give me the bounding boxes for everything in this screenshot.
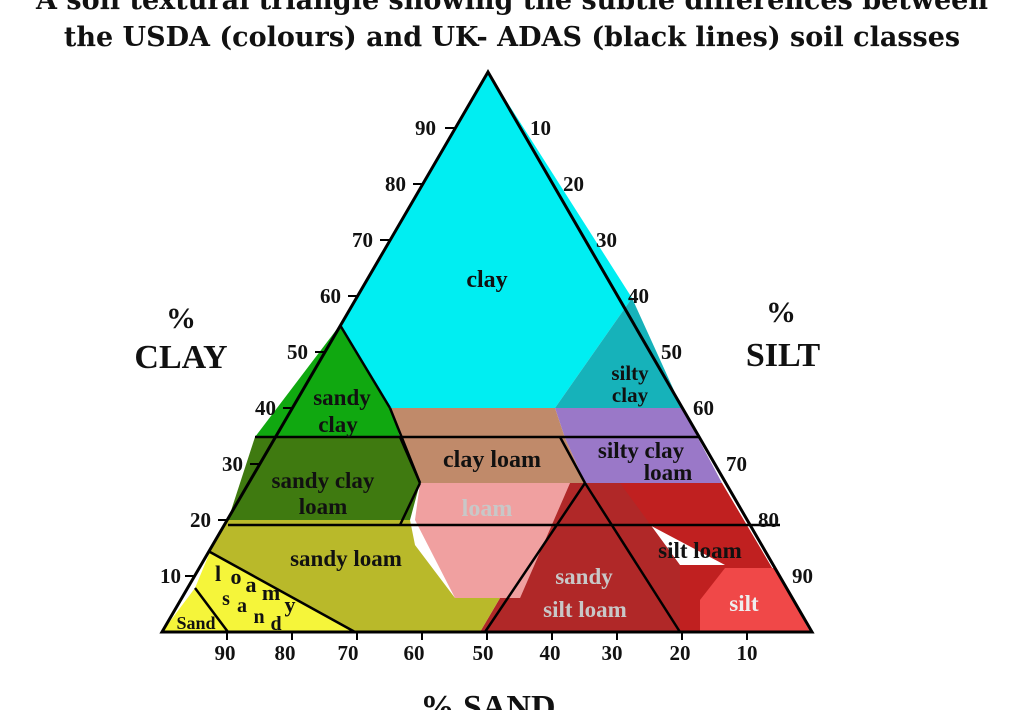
- label-loamy-sand-s: s: [222, 588, 230, 610]
- sand-tick-60: 60: [404, 641, 425, 665]
- sand-tick-20: 20: [670, 641, 691, 665]
- silt-tick-10: 10: [530, 116, 551, 140]
- region-loam: [415, 483, 570, 598]
- label-loamy-sand-m: m: [262, 580, 280, 605]
- label-sandy-clay-2: clay: [318, 412, 358, 437]
- title-line-1: A soil textural triangle showing the sub…: [36, 0, 988, 16]
- region-sandy-loam: [210, 520, 500, 632]
- sand-tick-50: 50: [473, 641, 494, 665]
- label-loamy-sand-n: n: [253, 606, 264, 628]
- clay-tick-50: 50: [287, 340, 308, 364]
- region-clay-loam: [390, 408, 585, 483]
- clay-tick-30: 30: [222, 452, 243, 476]
- clay-tick-80: 80: [385, 172, 406, 196]
- sand-tick-30: 30: [602, 641, 623, 665]
- region-sand: [162, 588, 228, 632]
- label-silty-clay-loam-1: silty clay: [598, 438, 685, 463]
- sand-tick-40: 40: [540, 641, 561, 665]
- label-clay: clay: [466, 267, 507, 293]
- clay-tick-40: 40: [255, 396, 276, 420]
- silt-tick-20: 20: [563, 172, 584, 196]
- adas-boundaries: [194, 324, 780, 634]
- label-clay-loam: clay loam: [443, 447, 541, 473]
- label-loamy-sand-d: d: [270, 613, 281, 635]
- label-silty-clay-2: clay: [612, 383, 649, 407]
- clay-tick-10: 10: [160, 564, 181, 588]
- silt-axis-percent: %: [766, 296, 796, 329]
- label-loamy-sand-o: o: [231, 564, 242, 589]
- region-sandy-silt-loam: [480, 483, 680, 632]
- label-loamy-sand-l: l: [215, 561, 221, 586]
- region-silty-clay-loam: [555, 408, 722, 483]
- label-sandy-silt-loam-2: silt loam: [543, 597, 627, 622]
- label-silty-clay-1: silty: [611, 361, 649, 385]
- label-sandy-loam: sandy loam: [290, 546, 402, 571]
- clay-tick-60: 60: [320, 284, 341, 308]
- label-loamy-sand-a: a: [246, 572, 257, 597]
- silt-tick-30: 30: [596, 228, 617, 252]
- silt-tick-50: 50: [661, 340, 682, 364]
- label-loamy-sand-a2: a: [237, 595, 247, 617]
- label-sandy-silt-loam-1: sandy: [555, 564, 613, 589]
- clay-axis-percent: %: [166, 302, 196, 335]
- silt-tick-90: 90: [792, 564, 813, 588]
- label-sandy-clay-loam-1: sandy clay: [272, 468, 375, 493]
- title-line-2: the USDA (colours) and UK- ADAS (black l…: [63, 22, 961, 53]
- sand-tick-70: 70: [338, 641, 359, 665]
- label-loam: loam: [462, 496, 513, 522]
- silt-tick-70: 70: [726, 452, 747, 476]
- sand-axis-label: % SAND: [420, 689, 555, 710]
- silt-axis-label: SILT: [746, 337, 821, 374]
- tick-marks: [185, 127, 748, 640]
- label-silt: silt: [729, 591, 759, 616]
- silt-tick-40: 40: [628, 284, 649, 308]
- region-silty-clay: [555, 298, 682, 408]
- clay-tick-20: 20: [190, 508, 211, 532]
- label-sand: Sand: [176, 613, 215, 633]
- silt-tick-80: 80: [758, 508, 779, 532]
- sand-tick-90: 90: [215, 641, 236, 665]
- clay-tick-70: 70: [352, 228, 373, 252]
- label-sandy-clay-loam-2: loam: [299, 494, 348, 519]
- label-silty-clay-loam-2: loam: [644, 460, 693, 485]
- label-silt-loam: silt loam: [658, 538, 742, 563]
- clay-tick-90: 90: [415, 116, 436, 140]
- region-loamy-sand: [195, 552, 355, 632]
- clay-axis-label: CLAY: [134, 339, 227, 376]
- region-clay: [340, 72, 632, 408]
- sand-tick-80: 80: [275, 641, 296, 665]
- region-sandy-clay-loam: [228, 437, 420, 520]
- label-sandy-clay-1: sandy: [313, 385, 371, 410]
- silt-tick-60: 60: [693, 396, 714, 420]
- sand-tick-10: 10: [737, 641, 758, 665]
- label-loamy-sand-y: y: [285, 592, 296, 617]
